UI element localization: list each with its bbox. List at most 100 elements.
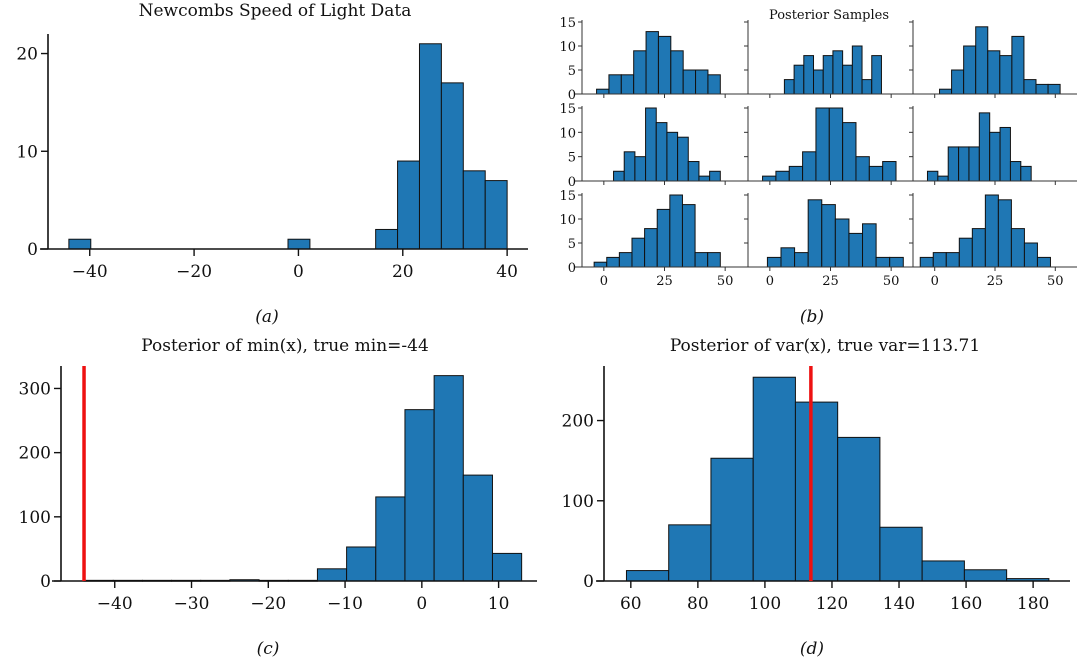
panel-b-bar <box>832 50 844 95</box>
panel-c-bar <box>462 474 493 582</box>
panel-a-bar <box>287 238 311 250</box>
panel-c-caption: (c) <box>257 639 280 659</box>
panel-b-bar <box>971 228 986 268</box>
panel-d-caption: (d) <box>800 639 824 659</box>
panel-b-bar <box>634 156 647 182</box>
panel-b-bar <box>608 74 622 95</box>
panel-b-bar <box>1047 83 1061 95</box>
panel-d-x-tick-label: 100 <box>749 594 781 614</box>
panel-b-subplot <box>905 106 1077 185</box>
panel-b-bar <box>1035 83 1049 95</box>
panel-c-bar <box>404 409 435 582</box>
panel-b-bar <box>802 151 817 182</box>
panel-b-bar <box>666 131 679 182</box>
panel-d-bar <box>921 560 965 582</box>
panel-b-bar <box>855 156 870 182</box>
panel-a-caption: (a) <box>255 307 278 327</box>
panel-b-bar <box>803 55 815 95</box>
panel-c-title: Posterior of min(x), true min=-44 <box>141 336 429 356</box>
panel-b-bar <box>862 223 877 268</box>
panel-b-subplot: 0 5 10 15 0 25 50 <box>559 189 747 289</box>
panel-b-subplot: 0 5 10 15 <box>559 102 747 190</box>
panel-b-bar <box>882 161 897 182</box>
panel-d-bar <box>963 569 1008 582</box>
panel-b-caption: (b) <box>800 307 824 327</box>
panel-b-bar <box>875 256 891 268</box>
panel-c-x-tick-label: 0 <box>416 594 427 614</box>
panel-b-bar <box>1020 165 1032 182</box>
panel-c-bar <box>316 568 348 582</box>
panel-b-bar <box>766 256 782 268</box>
panel-b-bar <box>669 194 683 268</box>
panel-a-bar <box>68 238 92 250</box>
panel-c-bar <box>491 552 523 582</box>
panel-a-y-tick-label: 0 <box>27 240 38 260</box>
panel-d-bar <box>879 526 923 582</box>
panel-b-bar <box>947 146 960 182</box>
panel-b-bar <box>939 88 953 95</box>
panel-a-x-tick-label: 20 <box>392 262 414 282</box>
panel-d-x-tick-label: 120 <box>816 594 848 614</box>
panel-a-bar <box>397 160 420 250</box>
panel-b-bar <box>958 146 970 182</box>
panel-b-bar <box>889 256 904 268</box>
panel-b-bar <box>848 232 864 268</box>
panel-b-bar <box>822 55 834 95</box>
panel-b-bar <box>709 170 721 182</box>
panel-a-x-tick-label: 40 <box>496 262 518 282</box>
panel-b-bar <box>794 252 809 268</box>
panel-d-x-tick-label: 160 <box>950 594 982 614</box>
panel-c-x-tick-label: −30 <box>174 594 210 614</box>
panel-a-bar <box>440 82 464 250</box>
panel-d-bar <box>794 401 839 582</box>
panel-b-bar <box>932 252 947 268</box>
panel-b-bar <box>596 88 610 95</box>
panel-b-y-tick-label: 0 <box>568 175 576 190</box>
panel-b-bar <box>707 252 721 268</box>
panel-a-title: Newcombs Speed of Light Data <box>139 1 412 21</box>
panel-a-bar <box>484 180 508 250</box>
panel-b-bar <box>707 74 721 95</box>
panel-b-bar <box>815 107 830 182</box>
panel-b-x-tick-label: 25 <box>987 274 1004 289</box>
panel-c-bar <box>346 546 377 582</box>
panel-c-y-tick-label: 0 <box>40 572 51 592</box>
panel-b-bar <box>999 55 1013 95</box>
panel-b-bar <box>631 237 646 268</box>
panel-b-y-tick-label: 10 <box>559 213 576 228</box>
panel-b-y-tick-label: 0 <box>568 261 576 276</box>
panel-b-subplot: 0 25 50 <box>905 193 1077 289</box>
panel-a-y-tick-label: 20 <box>16 45 38 65</box>
panel-b-x-tick-label: 25 <box>822 274 839 289</box>
panel-b-bar <box>945 252 960 268</box>
panel-b-bar <box>989 131 1001 182</box>
panel-d-posterior-var: Posterior of var(x), true var=113.71 60 8… <box>562 336 1070 659</box>
panel-b-bar <box>788 165 804 182</box>
panel-b-bar <box>1009 161 1022 182</box>
panel-a-newcomb-histogram: Newcombs Speed of Light Data −40 −20 0 20 40… <box>16 1 528 327</box>
panel-b-subplot: 0 25 50 <box>740 193 913 289</box>
panel-b-bar <box>681 204 696 268</box>
panel-b-y-tick-label: 15 <box>559 189 576 204</box>
panel-b-y-tick-label: 0 <box>568 88 576 103</box>
panel-a-x-tick-label: 0 <box>293 262 304 282</box>
panel-b-bar <box>851 45 863 95</box>
panel-b-bar <box>821 204 836 268</box>
panel-b-bar <box>677 136 689 182</box>
panel-b-bar <box>828 107 844 182</box>
panel-c-bars <box>83 375 523 582</box>
panel-c-y-tick-label: 300 <box>19 379 51 399</box>
panel-b-bar <box>842 64 853 95</box>
panel-d-x-tick-label: 80 <box>687 594 709 614</box>
panel-c-posterior-min: Posterior of min(x), true min=-44 −40 −30… <box>19 336 537 659</box>
panel-b-bar <box>1011 35 1025 95</box>
panel-b-bar <box>1036 256 1051 268</box>
panel-c-x-tick-label: −20 <box>250 594 286 614</box>
panel-d-axes: 60 80 100 120 140 160 180 0 100 200 <box>562 366 1070 614</box>
panel-b-y-tick-label: 10 <box>559 40 576 55</box>
panel-b-bar <box>656 208 671 268</box>
panel-b-bar <box>613 170 625 182</box>
